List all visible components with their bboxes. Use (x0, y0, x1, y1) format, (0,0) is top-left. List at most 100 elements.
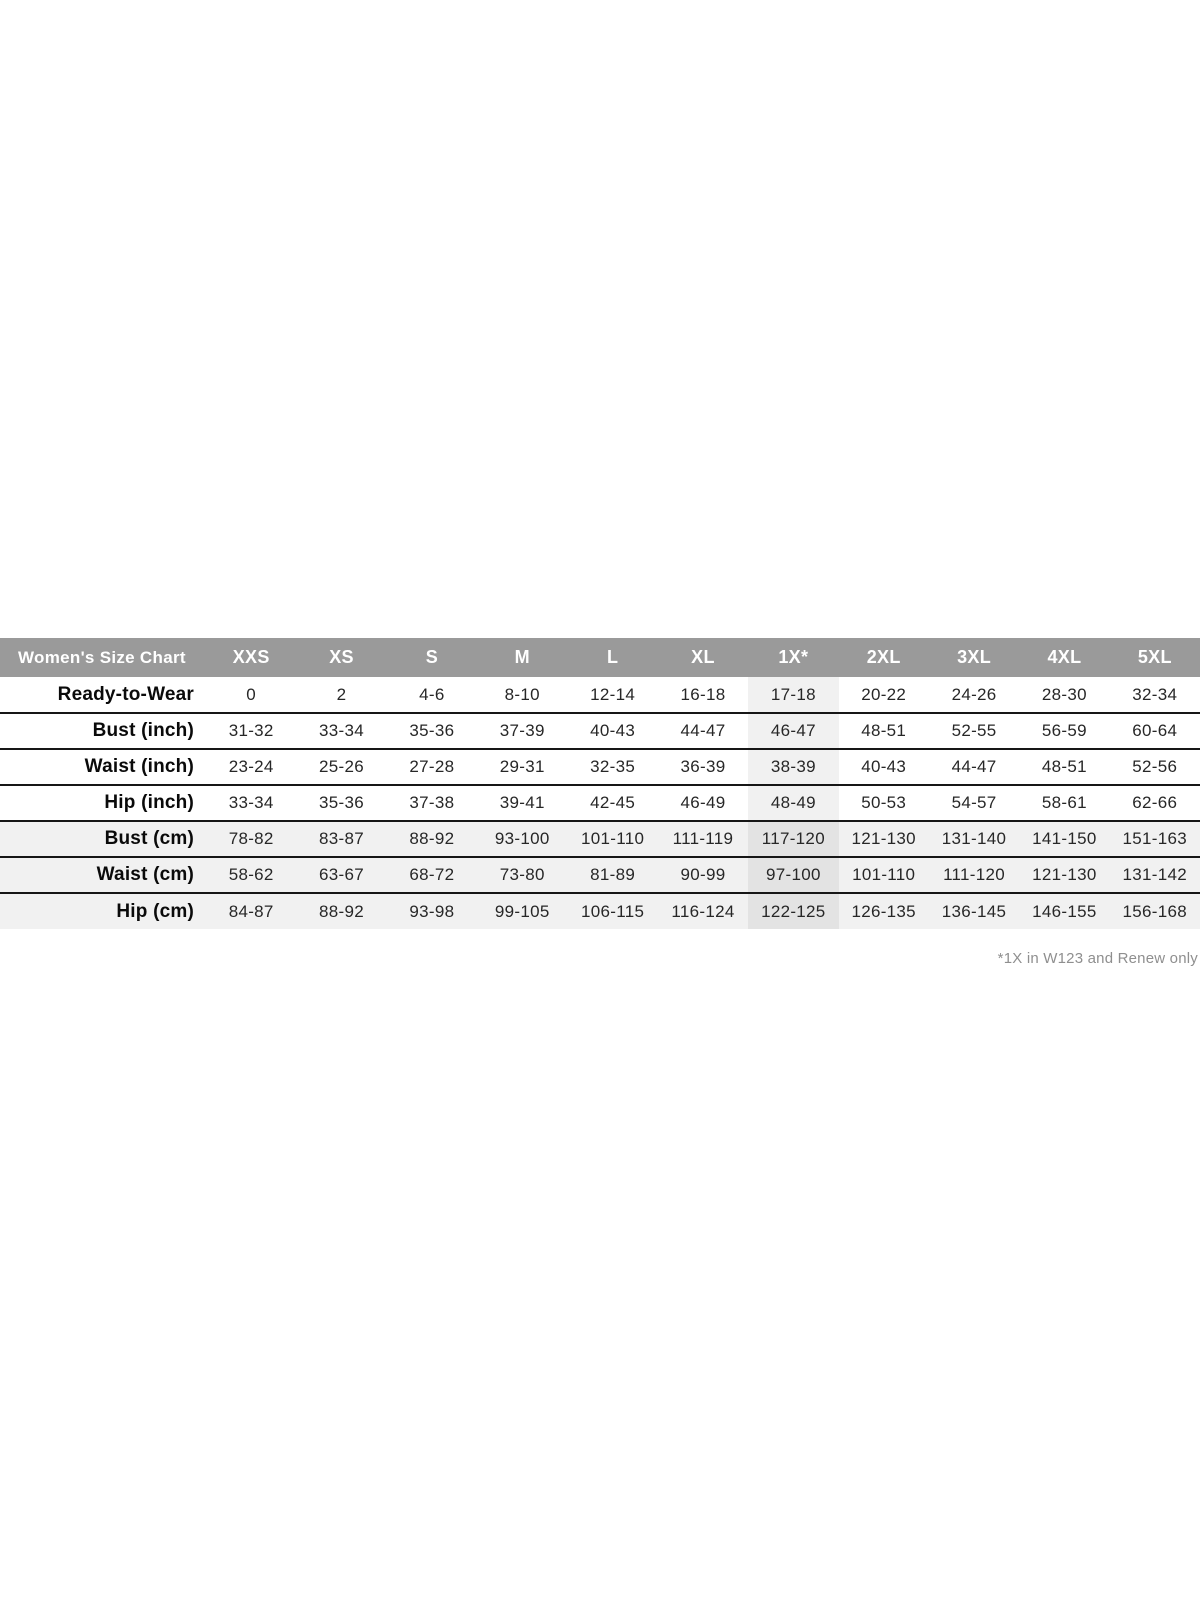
size-cell: 32-35 (590, 757, 636, 776)
size-cell: 33-34 (319, 721, 365, 740)
size-cell: 62-66 (1132, 793, 1178, 812)
size-cell: 48-51 (1041, 757, 1087, 776)
size-cell: 121-130 (851, 829, 916, 848)
size-cell: 90-99 (680, 865, 726, 884)
size-cell: 88-92 (409, 829, 455, 848)
size-cell: 50-53 (861, 793, 907, 812)
table-row: Bust (cm) 78-82 83-87 88-92 93-100 101-110 111… (0, 821, 1200, 857)
footnote-text: *1X in W123 and Renew only (997, 950, 1198, 967)
size-cell: 16-18 (680, 684, 726, 704)
size-cell: 58-61 (1041, 793, 1087, 812)
column-header-s: S (386, 638, 478, 677)
size-cell: 121-130 (1032, 865, 1097, 884)
size-chart-table-wrap: Women's Size Chart XXS XS S M L XL 1X* 2XL 3XL 4X… (0, 638, 1200, 929)
size-cell: 78-82 (228, 829, 274, 848)
size-cell: 17-18 (748, 677, 839, 713)
row-label: Bust (cm) (104, 828, 194, 849)
size-cell: 37-39 (499, 721, 545, 740)
size-cell: 88-92 (319, 901, 365, 921)
table-row: Hip (inch) 33-34 35-36 37-38 39-41 42-45 46-49… (0, 785, 1200, 821)
column-header-m: M (477, 638, 568, 677)
size-cell: 99-105 (494, 901, 550, 921)
column-header-xxs: XXS (206, 638, 297, 677)
row-label: Hip (inch) (104, 792, 194, 813)
table-row: Waist (cm) 58-62 63-67 68-72 73-80 81-89 90-99… (0, 857, 1200, 893)
size-cell: 101-110 (852, 865, 916, 884)
size-cell: 46-47 (748, 713, 839, 749)
size-cell: 117-120 (748, 821, 839, 857)
size-cell: 48-51 (861, 721, 907, 740)
table-row: Bust (inch) 31-32 33-34 35-36 37-39 40-43 44-4… (0, 713, 1200, 749)
column-header-l: L (567, 638, 658, 677)
size-cell: 122-125 (748, 893, 839, 929)
size-cell: 131-140 (941, 829, 1007, 848)
row-label: Bust (inch) (92, 720, 194, 741)
size-cell: 24-26 (951, 684, 997, 704)
size-cell: 101-110 (581, 829, 645, 848)
size-cell: 81-89 (590, 865, 636, 884)
size-cell: 46-49 (680, 793, 726, 812)
size-cell: 63-67 (319, 865, 365, 884)
column-header-4xl: 4XL (1019, 638, 1110, 677)
size-cell: 42-45 (590, 793, 636, 812)
size-cell: 126-135 (851, 901, 916, 921)
size-cell: 131-142 (1122, 865, 1188, 884)
womens-size-chart-table: Women's Size Chart XXS XS S M L XL 1X* 2XL 3XL 4X… (0, 638, 1200, 929)
size-cell: 35-36 (319, 793, 365, 812)
size-cell: 116-124 (671, 901, 735, 921)
size-cell: 23-24 (228, 757, 274, 776)
size-cell: 52-56 (1132, 757, 1178, 776)
column-header-1x: 1X* (748, 638, 839, 677)
size-cell: 111-119 (672, 829, 734, 848)
size-cell: 20-22 (861, 684, 907, 704)
size-cell: 52-55 (951, 721, 997, 740)
size-cell: 56-59 (1041, 721, 1087, 740)
size-cell: 141-150 (1032, 829, 1097, 848)
table-row: Ready-to-Wear 0 2 4-6 8-10 12-14 16-18 17-18 20-… (0, 677, 1200, 713)
size-cell: 32-34 (1132, 684, 1178, 704)
table-row: Waist (inch) 23-24 25-26 27-28 29-31 32-35 36-… (0, 749, 1200, 785)
column-header-5xl: 5XL (1109, 638, 1200, 677)
size-cell: 40-43 (590, 721, 636, 740)
size-cell: 2 (336, 684, 347, 704)
size-cell: 28-30 (1041, 684, 1087, 704)
size-cell: 68-72 (409, 865, 455, 884)
size-cell: 35-36 (409, 721, 455, 740)
size-cell: 97-100 (748, 857, 839, 893)
row-label: Waist (cm) (96, 864, 194, 885)
row-label: Hip (cm) (116, 900, 194, 922)
size-cell: 8-10 (504, 684, 540, 704)
size-cell: 111-120 (943, 865, 1006, 884)
size-cell: 84-87 (228, 901, 274, 921)
size-cell: 44-47 (951, 757, 997, 776)
table-row: Hip (cm) 84-87 88-92 93-98 99-105 106-115 116-… (0, 893, 1200, 929)
size-cell: 4-6 (419, 684, 445, 704)
size-cell: 136-145 (941, 901, 1007, 921)
size-cell: 73-80 (499, 865, 545, 884)
size-cell: 33-34 (228, 793, 274, 812)
size-cell: 60-64 (1132, 721, 1178, 740)
size-cell: 93-98 (409, 901, 455, 921)
size-cell: 0 (246, 684, 257, 704)
column-header-xs: XS (296, 638, 387, 677)
size-cell: 106-115 (581, 901, 645, 921)
size-cell: 31-32 (228, 721, 274, 740)
size-cell: 54-57 (951, 793, 997, 812)
size-cell: 29-31 (499, 757, 545, 776)
size-cell: 146-155 (1032, 901, 1097, 921)
size-cell: 151-163 (1122, 829, 1188, 848)
size-cell: 40-43 (861, 757, 907, 776)
size-cell: 39-41 (499, 793, 545, 812)
table-title: Women's Size Chart (0, 638, 206, 677)
size-cell: 93-100 (494, 829, 550, 848)
size-cell: 37-38 (409, 793, 455, 812)
row-label: Ready-to-Wear (57, 683, 194, 705)
size-cell: 83-87 (319, 829, 365, 848)
size-cell: 12-14 (590, 684, 636, 704)
size-cell: 44-47 (680, 721, 726, 740)
size-cell: 58-62 (228, 865, 274, 884)
size-cell: 36-39 (680, 757, 726, 776)
column-header-xl: XL (657, 638, 749, 677)
size-cell: 25-26 (319, 757, 365, 776)
